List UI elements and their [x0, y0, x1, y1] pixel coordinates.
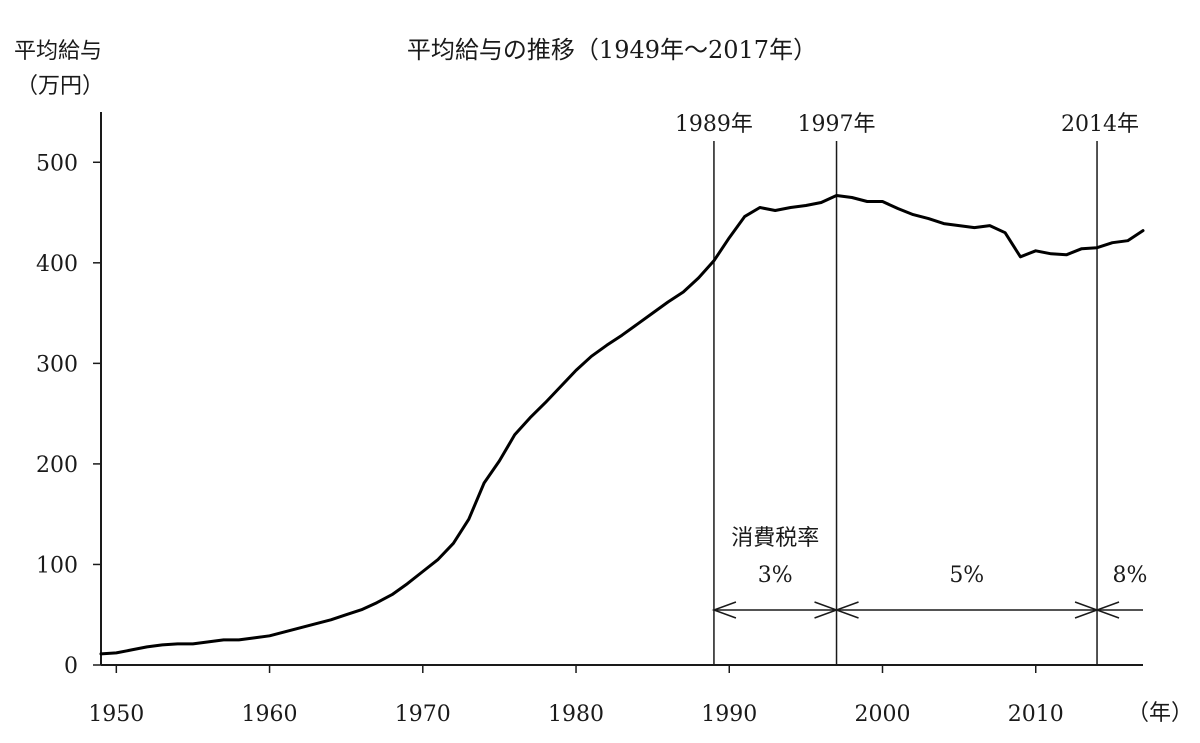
tax-rate-label-2: 8% — [1113, 563, 1148, 588]
x-tick-label: 1970 — [395, 702, 451, 727]
y-tick-label: 0 — [64, 654, 78, 679]
arrow-head — [834, 601, 859, 619]
y-tick-label: 300 — [36, 352, 78, 377]
arrow-head — [711, 601, 737, 619]
x-tick-label: 1950 — [88, 702, 144, 727]
tax-rate-label-0: 3% — [758, 563, 793, 588]
x-tick-label: 2010 — [1008, 702, 1064, 727]
marker-group: 1989年 1997年 2014年 — [675, 112, 1139, 665]
x-tick-label: 2000 — [855, 702, 911, 727]
marker-label-1997: 1997年 — [798, 112, 876, 137]
y-tick-label: 400 — [36, 252, 78, 277]
y-axis-title: 平均給与 — [14, 39, 102, 64]
x-axis-unit: （年） — [1127, 701, 1193, 726]
marker-label-1989: 1989年 — [675, 112, 753, 137]
x-tick-label: 1960 — [242, 702, 298, 727]
y-tick-label: 500 — [36, 151, 78, 176]
arrow-head — [1094, 601, 1120, 619]
y-tick-label: 200 — [36, 453, 78, 478]
tax-rate-heading: 消費税率 — [731, 526, 819, 551]
x-tick-label: 1980 — [548, 702, 604, 727]
y-axis-unit: （万円） — [16, 74, 104, 99]
tax-annotation: 消費税率 3% 5% 8% — [711, 526, 1148, 619]
tax-rate-label-1: 5% — [949, 563, 984, 588]
x-tick-label: 1990 — [701, 702, 757, 727]
marker-label-2014: 2014年 — [1061, 112, 1139, 137]
tick-group: 1950 1960 1970 1980 1990 2000 2010 0 100 200 300 40… — [36, 151, 1064, 727]
chart-title: 平均給与の推移（1949年〜2017年） — [407, 36, 817, 64]
y-tick-label: 100 — [36, 553, 78, 578]
salary-series-line — [99, 194, 1145, 656]
